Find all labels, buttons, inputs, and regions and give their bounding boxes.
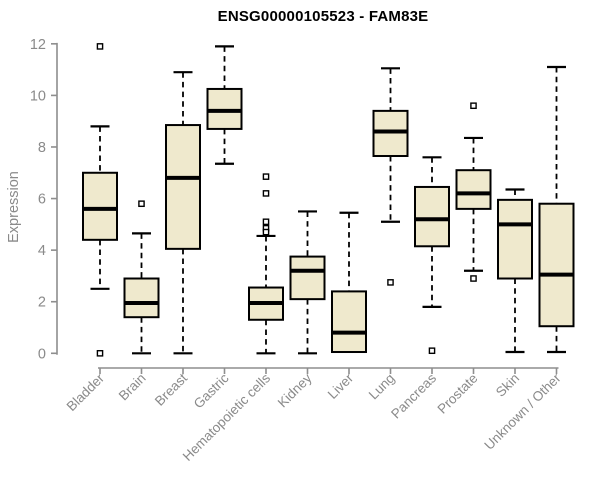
x-tick-label-breast: Breast xyxy=(152,370,190,408)
outlier-point xyxy=(262,173,270,180)
x-tick-label-lung: Lung xyxy=(366,371,398,403)
box-brain xyxy=(123,200,160,355)
outlier-point xyxy=(96,43,104,50)
y-tick-label-6: 6 xyxy=(38,192,46,208)
box-rect xyxy=(538,202,575,328)
outlier-point xyxy=(138,200,145,208)
y-tick-label-4: 4 xyxy=(38,243,46,259)
y-tick-label-2: 2 xyxy=(38,295,46,311)
x-tick-label-liver: Liver xyxy=(325,370,357,402)
y-tick-label-10: 10 xyxy=(30,88,46,104)
box-bladder xyxy=(82,43,118,357)
box-rect xyxy=(123,277,160,319)
outlier-point xyxy=(262,228,270,236)
y-tick-label-0: 0 xyxy=(38,346,46,362)
box-skin xyxy=(497,188,533,354)
box-lung xyxy=(372,67,409,286)
box-rect xyxy=(331,290,367,354)
outlier-point xyxy=(262,218,270,226)
box-prostate xyxy=(455,102,492,282)
outlier-point xyxy=(96,350,104,357)
box-kidney xyxy=(289,210,326,355)
x-tick-label-brain: Brain xyxy=(116,371,149,404)
x-tick-label-bladder: Bladder xyxy=(64,370,108,414)
box-pancreas xyxy=(414,156,450,355)
x-tick-label-kidney: Kidney xyxy=(275,370,315,410)
x-tick-label-pancreas: Pancreas xyxy=(388,370,439,421)
chart-title: ENSG00000105523 - FAM83E xyxy=(217,8,429,25)
x-tick-label-unknown-other: Unknown / Other xyxy=(481,370,564,453)
x-tick-label-skin: Skin xyxy=(493,371,522,400)
y-tick-label-8: 8 xyxy=(38,140,46,156)
outlier-point xyxy=(262,190,270,197)
y-tick-label-12: 12 xyxy=(30,37,46,53)
box-rect xyxy=(289,255,326,301)
box-hematopoietic-cells xyxy=(248,173,284,355)
box-rect xyxy=(165,124,201,250)
box-breast xyxy=(165,71,201,355)
x-tick-label-gastric: Gastric xyxy=(191,370,232,411)
x-tick-label-prostate: Prostate xyxy=(434,371,480,417)
box-liver xyxy=(331,211,367,354)
outlier-point xyxy=(470,275,477,282)
outlier-point xyxy=(428,347,436,355)
box-rect xyxy=(82,171,118,241)
outlier-point xyxy=(470,102,477,110)
box-rect xyxy=(455,169,492,210)
box-gastric xyxy=(206,45,243,165)
box-unknown-other xyxy=(538,65,575,354)
outlier-point xyxy=(387,279,394,286)
box-rect xyxy=(414,185,450,248)
box-rect xyxy=(497,198,533,280)
